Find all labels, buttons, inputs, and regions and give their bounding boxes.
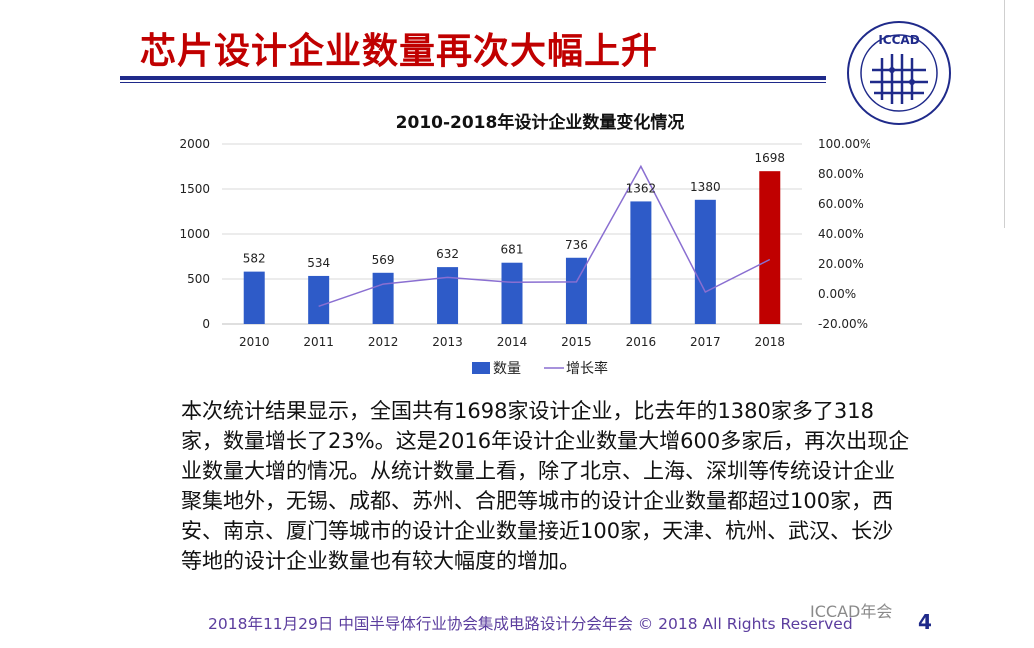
slide-title: 芯片设计企业数量再次大幅上升 [140,31,659,72]
data-label: 534 [307,256,330,270]
chart-title: 2010-2018年设计企业数量变化情况 [396,112,685,133]
bar [565,257,587,324]
y2-tick-label: 80.00% [818,167,864,181]
watermark: ICCAD年会 [810,602,893,621]
chart: 2010-2018年设计企业数量变化情况 582 534 569 632 681 736 1… [179,112,870,377]
legend-label-bar: 数量 [493,361,521,377]
data-label: 1698 [755,151,786,165]
bar [308,275,330,324]
x-tick-label: 2013 [432,335,463,349]
bar [372,272,394,324]
x-axis-ticks: 2010 2011 2012 2013 2014 2015 2016 2017 2018 [239,335,785,349]
y2-tick-label: 100.00% [818,137,870,151]
legend: 数量 增长率 [472,360,608,377]
legend-swatch-bar [472,362,490,374]
y2-tick-label: 60.00% [818,197,864,211]
title-underline [120,76,826,80]
data-label: 1380 [690,180,721,194]
x-tick-label: 2011 [303,335,334,349]
bar [437,267,459,324]
data-label: 1362 [626,181,657,195]
x-tick-label: 2014 [497,335,528,349]
body-paragraph: 本次统计结果显示，全国共有1698家设计企业，比去年的1380家多了318家，数… [181,399,910,573]
title-underline-thin [120,82,826,83]
data-label: 736 [565,238,588,252]
iccad-logo: ICCAD [847,21,951,125]
y2-tick-label: 0.00% [818,287,856,301]
data-label: 582 [243,252,266,266]
divider-line [1004,0,1005,228]
y2-tick-label: 40.00% [818,227,864,241]
bar [694,199,716,324]
y-axis-ticks: 0 500 1000 1500 2000 [179,137,210,331]
x-tick-label: 2016 [626,335,657,349]
y2-tick-label: 20.00% [818,257,864,271]
page-number: 4 [918,610,932,634]
data-label: 681 [501,243,524,257]
bar [501,262,523,324]
growth-rate-line [318,164,771,308]
y-tick-label: 0 [202,317,210,331]
x-tick-label: 2010 [239,335,270,349]
x-tick-label: 2018 [755,335,786,349]
logo-text: ICCAD [878,33,919,47]
data-labels: 582 534 569 632 681 736 1362 1380 1698 [243,151,785,270]
y-tick-label: 500 [187,272,210,286]
data-label: 569 [372,253,395,267]
bar [759,171,781,324]
y2-axis-ticks: -20.00% 0.00% 20.00% 40.00% 60.00% 80.00% 100.… [818,137,870,331]
y-tick-label: 1500 [179,182,210,196]
x-tick-label: 2017 [690,335,721,349]
x-tick-label: 2012 [368,335,399,349]
bar [243,271,265,324]
legend-label-line: 增长率 [566,360,608,377]
x-tick-label: 2015 [561,335,592,349]
bar [630,201,652,324]
data-label: 632 [436,247,459,261]
y-tick-label: 2000 [179,137,210,151]
y-tick-label: 1000 [179,227,210,241]
footer-text: 2018年11月29日 中国半导体行业协会集成电路设计分会年会 © 2018 A… [208,615,853,633]
y2-tick-label: -20.00% [818,317,868,331]
line-series [318,164,771,308]
